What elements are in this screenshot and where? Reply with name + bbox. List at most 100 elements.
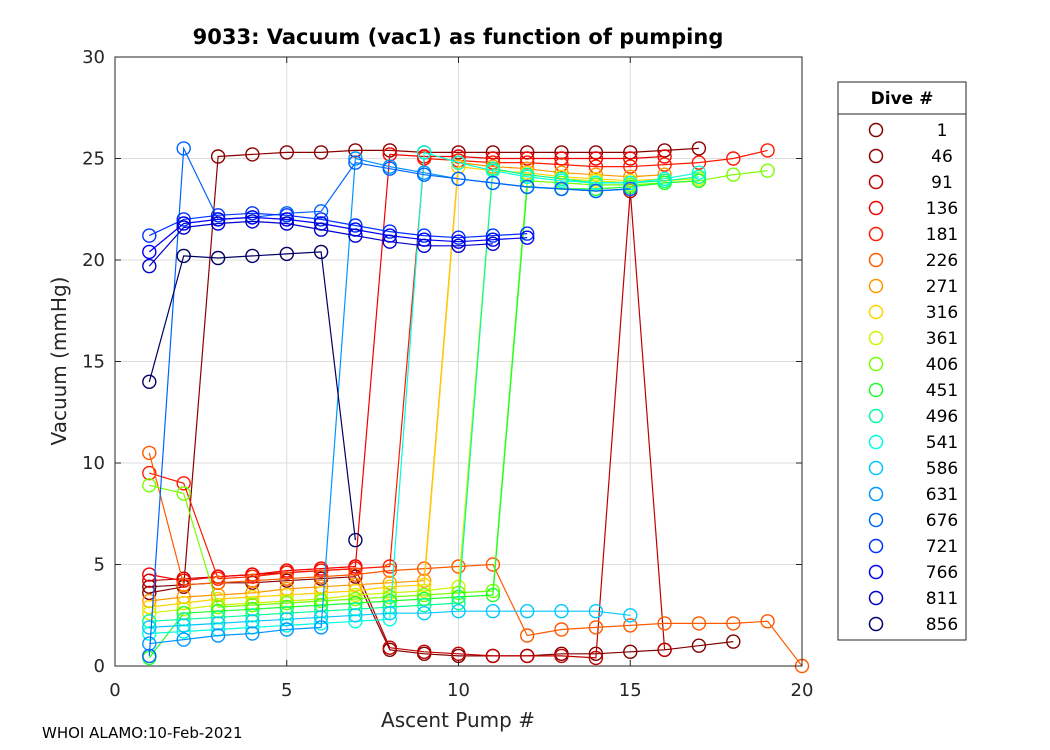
data-point bbox=[623, 618, 638, 633]
data-point bbox=[382, 575, 397, 590]
data-point bbox=[142, 620, 157, 635]
data-point bbox=[245, 214, 260, 229]
legend-marker bbox=[868, 200, 884, 216]
data-point bbox=[348, 587, 363, 603]
data-point bbox=[588, 646, 604, 661]
x-tick-label: 5 bbox=[281, 680, 292, 701]
data-point bbox=[382, 640, 397, 655]
data-point bbox=[520, 151, 535, 166]
series-dive-226 bbox=[142, 445, 810, 674]
data-point bbox=[417, 587, 432, 603]
legend-marker bbox=[868, 356, 884, 372]
data-point bbox=[176, 618, 191, 633]
data-point bbox=[554, 157, 569, 172]
data-point bbox=[176, 216, 191, 231]
y-tick-label: 10 bbox=[82, 453, 105, 474]
data-point bbox=[451, 604, 466, 619]
data-point bbox=[691, 169, 707, 185]
data-point bbox=[176, 602, 191, 617]
data-point bbox=[451, 145, 466, 160]
legend-marker bbox=[868, 486, 884, 502]
data-point bbox=[245, 573, 260, 588]
data-point bbox=[176, 632, 191, 647]
y-axis-label: Vacuum (mmHg) bbox=[47, 277, 71, 446]
data-point bbox=[348, 567, 363, 582]
data-point bbox=[726, 151, 741, 166]
data-point bbox=[142, 606, 157, 621]
data-point bbox=[417, 238, 432, 254]
legend-marker bbox=[868, 382, 884, 398]
data-point bbox=[142, 465, 157, 481]
legend-marker bbox=[868, 564, 884, 580]
data-point bbox=[382, 147, 397, 162]
legend-entry: 226 bbox=[926, 251, 958, 271]
data-point bbox=[451, 155, 466, 170]
series-line bbox=[149, 610, 631, 628]
data-point bbox=[382, 589, 397, 605]
data-point bbox=[623, 159, 638, 174]
legend-entry: 451 bbox=[926, 381, 958, 401]
data-point bbox=[451, 234, 466, 249]
data-point bbox=[245, 248, 260, 264]
data-point bbox=[210, 250, 226, 266]
data-point bbox=[485, 175, 501, 191]
legend-items: 1 46 91 136 181 226 271 316 361 406 451 496 541 586 63… bbox=[868, 121, 958, 635]
legend-entry: 406 bbox=[926, 355, 958, 375]
data-point bbox=[623, 608, 638, 623]
series-line bbox=[148, 251, 356, 541]
legend-entry: 766 bbox=[926, 563, 958, 583]
data-point bbox=[382, 606, 397, 621]
data-point bbox=[623, 151, 638, 166]
legend-marker bbox=[868, 252, 884, 268]
data-point bbox=[210, 599, 226, 615]
data-point bbox=[451, 595, 466, 611]
data-point bbox=[691, 141, 707, 156]
series-line bbox=[148, 220, 493, 267]
series-line bbox=[148, 452, 803, 667]
legend-marker bbox=[868, 460, 884, 476]
data-point bbox=[382, 559, 397, 574]
y-tick-label: 20 bbox=[82, 250, 105, 271]
data-point bbox=[313, 620, 329, 635]
data-point bbox=[554, 173, 569, 189]
data-point bbox=[313, 145, 329, 160]
footer-credit: WHOI ALAMO:10-Feb-2021 bbox=[42, 724, 243, 742]
legend-entry: 721 bbox=[926, 537, 958, 557]
data-point bbox=[245, 206, 260, 221]
data-point bbox=[623, 181, 638, 197]
data-point bbox=[210, 149, 226, 164]
data-point bbox=[417, 167, 432, 182]
data-point bbox=[313, 593, 329, 609]
data-point bbox=[382, 161, 397, 176]
legend-entry: 586 bbox=[926, 459, 958, 479]
data-point bbox=[348, 155, 363, 170]
data-point bbox=[691, 165, 707, 180]
data-point bbox=[348, 143, 363, 158]
legend-entry: 136 bbox=[926, 199, 958, 219]
data-point bbox=[485, 228, 501, 243]
series-line bbox=[149, 151, 700, 635]
data-point bbox=[142, 258, 157, 274]
data-point bbox=[657, 616, 672, 631]
x-tick-label: 10 bbox=[447, 680, 470, 701]
legend-entry: 1 bbox=[937, 121, 948, 141]
data-point bbox=[279, 216, 294, 231]
data-point bbox=[176, 476, 191, 491]
legend-marker bbox=[868, 226, 884, 242]
data-point bbox=[279, 208, 294, 223]
legend-marker bbox=[868, 408, 884, 424]
data-point bbox=[210, 616, 226, 631]
legend-entry: 316 bbox=[926, 303, 958, 323]
data-point bbox=[520, 628, 535, 643]
data-point bbox=[485, 587, 501, 603]
series-line bbox=[149, 167, 699, 614]
legend-box bbox=[837, 81, 967, 641]
data-point bbox=[313, 244, 329, 260]
legend-marker bbox=[868, 512, 884, 528]
series-line bbox=[149, 165, 665, 608]
data-point bbox=[588, 175, 604, 191]
legend-marker bbox=[868, 278, 884, 294]
legend-entry: 811 bbox=[926, 589, 958, 609]
data-point bbox=[485, 232, 501, 247]
